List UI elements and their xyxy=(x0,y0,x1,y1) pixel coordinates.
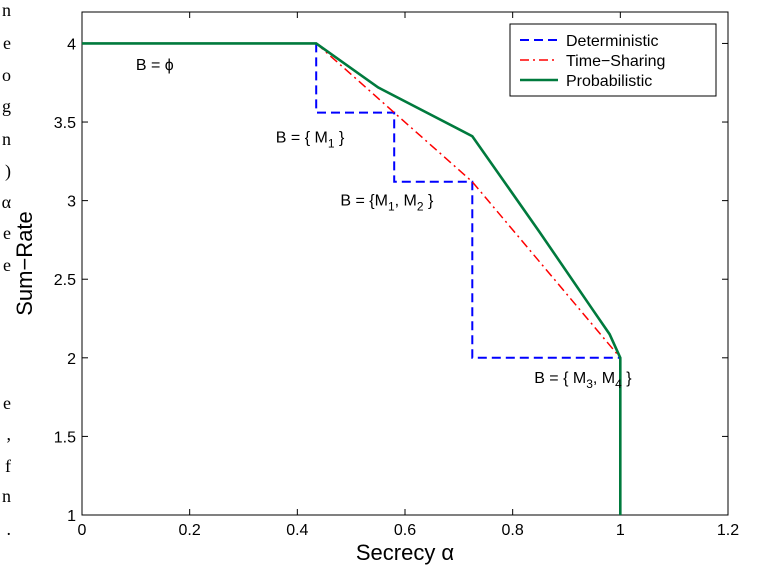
series-lines xyxy=(82,42,622,515)
cropped-text-fragment: n xyxy=(2,486,11,506)
cropped-text-fragment: e xyxy=(3,223,11,243)
legend-entry: Deterministic xyxy=(566,33,658,50)
series-line-time-sharing xyxy=(315,42,621,359)
x-tick-label: 1.2 xyxy=(717,522,739,539)
y-tick-label: 3.5 xyxy=(54,115,76,132)
x-tick-label: 1 xyxy=(616,522,625,539)
y-tick-label: 4 xyxy=(67,36,76,53)
cropped-text-fragment: e xyxy=(3,393,11,413)
annotation-label: B = ϕ xyxy=(136,57,174,74)
x-axis-label: Secrecy α xyxy=(356,540,455,565)
series-line-probabilistic xyxy=(82,42,622,515)
x-tick-label: 0 xyxy=(78,522,87,539)
cropped-text-fragment: e xyxy=(3,33,11,53)
y-tick-label: 2.5 xyxy=(54,272,76,289)
annotation-label: B = { M1 } xyxy=(276,129,345,150)
axis-ticks: 0 0.2 0.4 0.6 0.8 1 1.2 1 1.5 2 2.5 3 3.5 4 xyxy=(54,12,739,539)
cropped-text-fragment: e xyxy=(3,255,11,275)
legend: Deterministic Time−Sharing Probabilistic xyxy=(509,23,717,97)
annotation-label: B = {M1, M2 } xyxy=(340,192,434,213)
x-tick-label: 0.4 xyxy=(286,522,308,539)
cropped-text-fragment: ) xyxy=(5,161,11,182)
annotation-label: B = { M3, M4 } xyxy=(534,370,632,391)
cropped-text-fragment: n xyxy=(2,129,11,149)
x-tick-label: 0.8 xyxy=(502,522,524,539)
x-tick-label: 0.6 xyxy=(394,522,416,539)
cropped-text-fragment: n xyxy=(2,0,11,20)
cropped-text-fragment: , xyxy=(7,424,12,444)
cropped-text-fragment: . xyxy=(7,519,12,539)
y-tick-label: 3 xyxy=(67,194,76,211)
cropped-text-fragment: g xyxy=(2,96,11,116)
cropped-text-fragment: o xyxy=(2,65,11,85)
legend-entry: Probabilistic xyxy=(566,73,652,90)
annotations: B = ϕ B = { M1 } B = {M1, M2 } B = { M3, M4… xyxy=(136,57,632,391)
series-line-deterministic xyxy=(315,43,621,359)
cropped-text-fragment: f xyxy=(5,456,11,476)
cropped-text-fragment: α xyxy=(2,192,12,212)
y-axis-label: Sum−Rate xyxy=(12,211,37,316)
y-tick-label: 1 xyxy=(67,508,76,525)
x-tick-label: 0.2 xyxy=(179,522,201,539)
legend-entry: Time−Sharing xyxy=(566,53,665,70)
y-tick-label: 1.5 xyxy=(54,429,76,446)
y-tick-label: 2 xyxy=(67,351,76,368)
